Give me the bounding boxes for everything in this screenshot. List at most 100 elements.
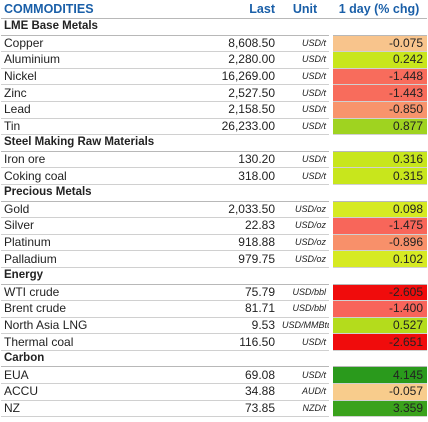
unit: USD/bbl [279, 284, 331, 302]
last-price: 22.83 [179, 217, 279, 235]
last-price: 26,233.00 [179, 118, 279, 136]
unit: USD/t [279, 366, 331, 385]
table-row: Brent crude 81.71 USD/bbl -1.400 [1, 300, 427, 318]
change-cell: 0.242 [329, 51, 427, 69]
section-title: Steel Making Raw Materials [1, 134, 427, 152]
change-cell: -0.896 [329, 234, 427, 252]
commodity-name: Zinc [1, 84, 179, 102]
section-header-row: Carbon [1, 350, 427, 368]
commodity-name: North Asia LNG [1, 317, 179, 335]
table-row: Lead 2,158.50 USD/t -0.850 [1, 101, 427, 119]
unit: USD/oz [279, 250, 331, 268]
unit: USD/t [279, 151, 331, 169]
commodity-name: Gold [1, 201, 179, 219]
table-row: Copper 8,608.50 USD/t -0.075 [1, 35, 427, 53]
commodity-name: WTI crude [1, 284, 179, 302]
unit: USD/oz [279, 217, 331, 235]
commodity-name: Tin [1, 118, 179, 136]
change-cell: 0.877 [329, 118, 427, 136]
unit: USD/MMBtu [279, 317, 331, 335]
table-body: LME Base Metals Copper 8,608.50 USD/t -0.075… [1, 18, 427, 418]
section-title: Carbon [1, 350, 427, 368]
commodity-name: Silver [1, 217, 179, 235]
commodity-name: Copper [1, 35, 179, 53]
change-cell: -1.443 [329, 84, 427, 102]
change-cell: 4.145 [329, 366, 427, 385]
last-price: 979.75 [179, 250, 279, 268]
last-price: 69.08 [179, 366, 279, 385]
commodity-name: Coking coal [1, 167, 179, 185]
last-price: 2,033.50 [179, 201, 279, 219]
change-cell: 0.102 [329, 250, 427, 268]
table-row: Iron ore 130.20 USD/t 0.316 [1, 151, 427, 169]
last-price: 9.53 [179, 317, 279, 335]
commodity-name: Palladium [1, 250, 179, 268]
unit: USD/t [279, 333, 331, 351]
unit: USD/oz [279, 201, 331, 219]
change-cell: 0.098 [329, 201, 427, 219]
last-price: 116.50 [179, 333, 279, 351]
last-price: 34.88 [179, 383, 279, 401]
unit: USD/t [279, 51, 331, 69]
section-title: LME Base Metals [1, 18, 427, 36]
change-cell: -1.448 [329, 68, 427, 86]
table-row: Aluminium 2,280.00 USD/t 0.242 [1, 51, 427, 69]
table-row: EUA 69.08 USD/t 4.145 [1, 366, 427, 385]
last-price: 2,280.00 [179, 51, 279, 69]
header-unit: Unit [279, 0, 331, 19]
commodity-name: Thermal coal [1, 333, 179, 351]
unit: USD/t [279, 118, 331, 136]
table-row: North Asia LNG 9.53 USD/MMBtu 0.527 [1, 317, 427, 335]
header-row: COMMODITIES Last Unit 1 day (% chg) [1, 0, 427, 19]
table-row: WTI crude 75.79 USD/bbl -2.605 [1, 284, 427, 302]
section-header-row: LME Base Metals [1, 18, 427, 36]
last-price: 16,269.00 [179, 68, 279, 86]
change-cell: -0.850 [329, 101, 427, 119]
commodity-name: Aluminium [1, 51, 179, 69]
unit: USD/t [279, 101, 331, 119]
commodity-name: EUA [1, 366, 179, 385]
commodity-name: Brent crude [1, 300, 179, 318]
change-cell: -2.605 [329, 284, 427, 302]
table-row: Zinc 2,527.50 USD/t -1.443 [1, 84, 427, 102]
section-header-row: Precious Metals [1, 184, 427, 202]
header-commodities: COMMODITIES [1, 0, 179, 19]
commodity-name: Nickel [1, 68, 179, 86]
change-cell: -2.651 [329, 333, 427, 351]
unit: USD/bbl [279, 300, 331, 318]
table-row: Tin 26,233.00 USD/t 0.877 [1, 118, 427, 136]
change-cell: 0.316 [329, 151, 427, 169]
table-row: Palladium 979.75 USD/oz 0.102 [1, 250, 427, 268]
table-row: Thermal coal 116.50 USD/t -2.651 [1, 333, 427, 351]
change-cell: -0.075 [329, 35, 427, 53]
last-price: 2,527.50 [179, 84, 279, 102]
change-cell: 0.527 [329, 317, 427, 335]
change-cell: -0.057 [329, 383, 427, 401]
section-header-row: Steel Making Raw Materials [1, 134, 427, 152]
commodity-name: Iron ore [1, 151, 179, 169]
table-row: Platinum 918.88 USD/oz -0.896 [1, 234, 427, 252]
section-title: Energy [1, 267, 427, 285]
header-change: 1 day (% chg) [331, 0, 427, 19]
unit: USD/oz [279, 234, 331, 252]
table-row: Coking coal 318.00 USD/t 0.315 [1, 167, 427, 185]
change-cell: -1.400 [329, 300, 427, 318]
commodity-name: Platinum [1, 234, 179, 252]
last-price: 318.00 [179, 167, 279, 185]
last-price: 918.88 [179, 234, 279, 252]
last-price: 130.20 [179, 151, 279, 169]
table-row: Nickel 16,269.00 USD/t -1.448 [1, 68, 427, 86]
last-price: 73.85 [179, 400, 279, 418]
last-price: 75.79 [179, 284, 279, 302]
table-row: ACCU 34.88 AUD/t -0.057 [1, 383, 427, 401]
last-price: 81.71 [179, 300, 279, 318]
change-cell: -1.475 [329, 217, 427, 235]
change-cell: 3.359 [329, 400, 427, 418]
section-header-row: Energy [1, 267, 427, 285]
unit: NZD/t [279, 400, 331, 418]
unit: USD/t [279, 35, 331, 53]
last-price: 2,158.50 [179, 101, 279, 119]
last-price: 8,608.50 [179, 35, 279, 53]
unit: USD/t [279, 68, 331, 86]
